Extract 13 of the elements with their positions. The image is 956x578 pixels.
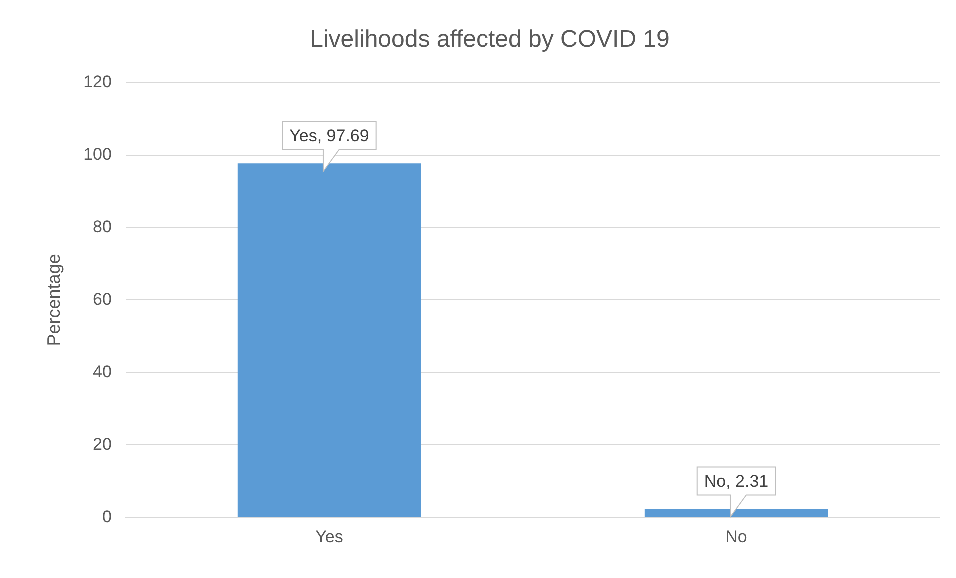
chart-title: Livelihoods affected by COVID 19 <box>310 26 670 54</box>
y-tick-label: 100 <box>84 144 112 164</box>
y-axis-title: Percentage <box>44 254 64 346</box>
data-label: Yes, 97.69 <box>290 126 370 146</box>
data-label: No, 2.31 <box>704 472 769 491</box>
y-tick-label: 60 <box>93 290 112 309</box>
y-tick-label: 80 <box>93 217 112 236</box>
y-tick-label: 120 <box>84 72 112 92</box>
x-tick-label: Yes <box>316 527 344 546</box>
y-tick-label: 20 <box>93 434 112 454</box>
y-tick-label: 40 <box>93 362 112 382</box>
y-tick-label: 0 <box>102 507 112 526</box>
x-tick-label: No <box>726 527 748 546</box>
